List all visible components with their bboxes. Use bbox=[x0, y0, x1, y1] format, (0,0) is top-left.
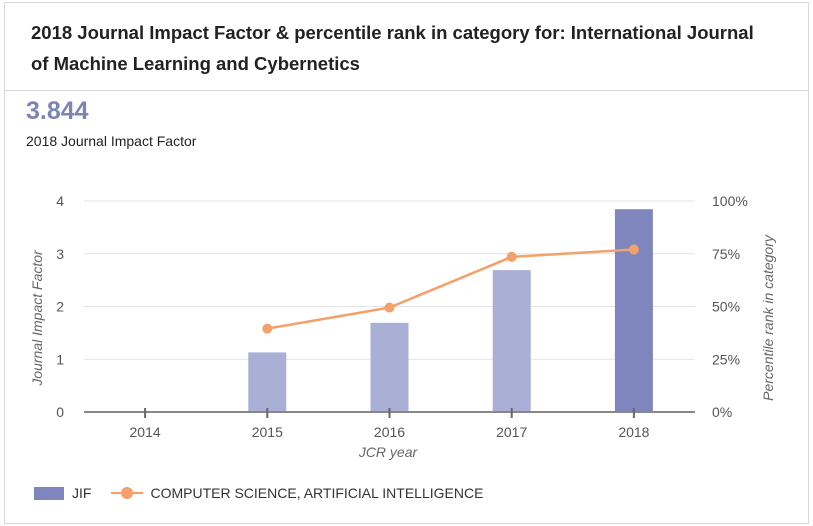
y-tick-label: 1 bbox=[56, 351, 64, 367]
jif-card: 2018 Journal Impact Factor & percentile … bbox=[4, 2, 809, 524]
legend-percentile-label: COMPUTER SCIENCE, ARTIFICIAL INTELLIGENC… bbox=[150, 485, 484, 501]
card-header: 2018 Journal Impact Factor & percentile … bbox=[5, 3, 808, 91]
card-title: 2018 Journal Impact Factor & percentile … bbox=[31, 22, 754, 74]
bar-jif-2018 bbox=[614, 209, 653, 412]
y2-tick-label: 0% bbox=[712, 404, 732, 420]
bar-jif-2017 bbox=[492, 270, 531, 412]
x-tick-label: 2014 bbox=[130, 424, 161, 440]
bar-jif-2016 bbox=[370, 322, 409, 412]
point-percentile-2015 bbox=[262, 323, 273, 334]
y2-tick-label: 25% bbox=[712, 351, 740, 367]
y-tick-label: 2 bbox=[56, 299, 64, 315]
y2-tick-label: 50% bbox=[712, 299, 740, 315]
x-tick-label: 2018 bbox=[618, 424, 649, 440]
x-tick-label: 2016 bbox=[374, 424, 405, 440]
y-axis-title: Journal Impact Factor bbox=[29, 249, 45, 387]
line-percentile-rank bbox=[267, 248, 634, 330]
bar-jif-2015 bbox=[248, 352, 287, 412]
y-tick-label: 3 bbox=[56, 246, 64, 262]
jif-value-label: 2018 Journal Impact Factor bbox=[26, 133, 197, 149]
point-percentile-2017 bbox=[506, 251, 517, 262]
y2-tick-label: 100% bbox=[712, 193, 748, 209]
jif-value: 3.844 bbox=[26, 97, 89, 125]
legend-jif-swatch bbox=[34, 486, 64, 500]
y2-axis-title: Percentile rank in category bbox=[760, 234, 776, 401]
y2-tick-label: 75% bbox=[712, 246, 740, 262]
x-tick-label: 2015 bbox=[252, 424, 283, 440]
point-percentile-2016 bbox=[384, 302, 395, 313]
legend-percentile-swatch bbox=[111, 487, 144, 499]
point-percentile-2018 bbox=[628, 244, 639, 255]
x-tick-label: 2017 bbox=[496, 424, 527, 440]
legend-jif-label: JIF bbox=[72, 485, 92, 501]
x-axis-title: JCR year bbox=[358, 444, 419, 460]
y-tick-label: 0 bbox=[56, 404, 64, 420]
chart-legend: JIF COMPUTER SCIENCE, ARTIFICIAL INTELLI… bbox=[34, 483, 483, 503]
y-tick-label: 4 bbox=[56, 193, 64, 209]
